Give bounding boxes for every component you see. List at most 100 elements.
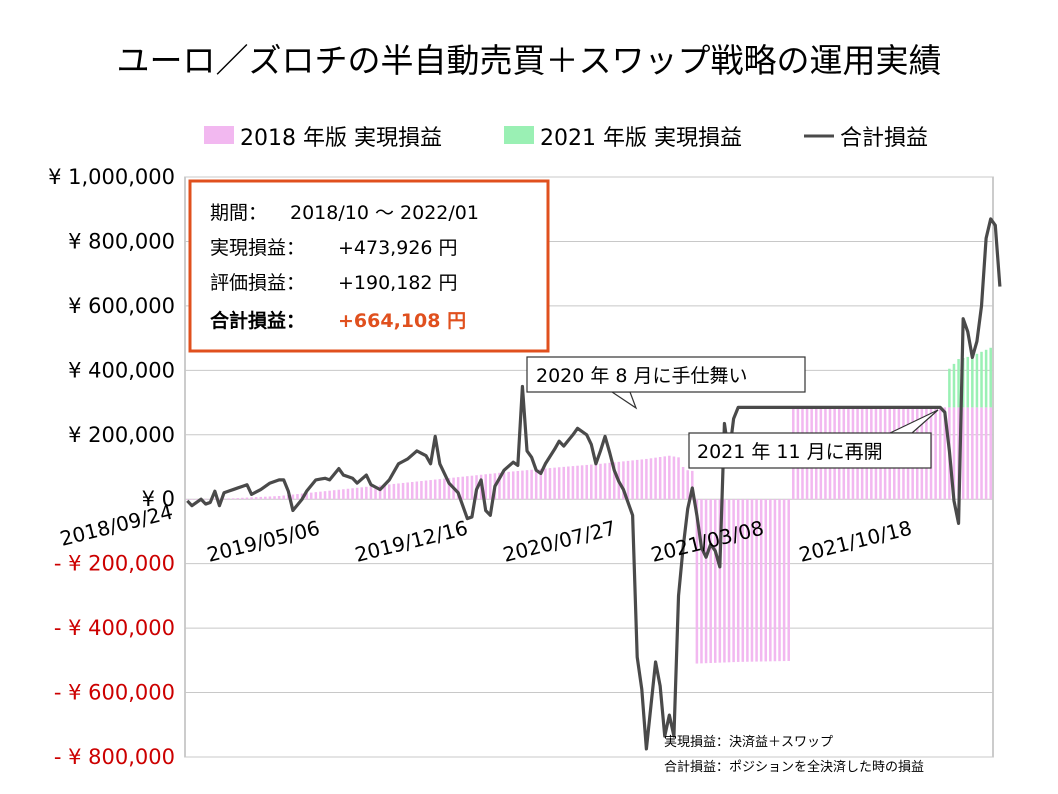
bar-2018	[502, 472, 506, 500]
bar-2021	[980, 351, 983, 408]
bar-2018	[397, 483, 400, 500]
bar-2018	[213, 498, 217, 500]
bar-2018	[332, 490, 336, 500]
note-total: 合計損益：ポジションを全決済した時の損益	[664, 759, 924, 775]
bar-2018	[231, 498, 235, 500]
bar-2018	[415, 481, 419, 500]
bar-2018	[383, 484, 386, 500]
bar-2018	[571, 466, 575, 500]
bar-2018	[695, 499, 699, 664]
bar-2018	[534, 469, 538, 500]
bar-2018	[241, 497, 244, 500]
bar-2018	[282, 495, 285, 500]
bar-2018	[516, 470, 520, 500]
bar-2018	[599, 463, 602, 500]
bar-2018	[727, 499, 731, 663]
bar-2021	[984, 349, 988, 408]
bar-2018	[218, 498, 221, 500]
realized-label: 実現損益：	[210, 237, 305, 259]
bar-2018	[268, 496, 272, 500]
bar-2018	[443, 478, 446, 500]
bar-2018	[530, 469, 533, 500]
bar-2018	[461, 476, 465, 500]
bar-2018	[360, 487, 364, 500]
bar-2018	[677, 457, 680, 500]
bar-2018	[429, 480, 432, 500]
bar-2018	[466, 476, 469, 500]
bar-2018	[378, 485, 382, 500]
bar-2018	[319, 491, 322, 500]
bar-2018	[511, 471, 515, 500]
bar-2018	[374, 485, 377, 500]
bar-2018	[388, 484, 391, 500]
bar-2018	[507, 471, 510, 500]
bar-2018	[649, 458, 653, 500]
bar-2018	[342, 489, 345, 500]
bar-2021	[975, 353, 979, 408]
note-realized: 実現損益：決済益＋スワップ	[664, 734, 833, 750]
bar-2021	[989, 347, 992, 408]
y-axis-ticks: ¥ 1,000,000 ¥ 800,000 ¥ 600,000 ¥ 400,000 ¥ …	[48, 165, 175, 769]
bar-2018	[759, 499, 763, 662]
bar-2018	[966, 407, 970, 500]
bar-2018	[562, 466, 566, 500]
bar-2018	[424, 480, 428, 500]
total-value: +664,108 円	[338, 310, 466, 332]
bar-2018	[585, 464, 588, 500]
bar-2021	[957, 359, 960, 408]
bar-2018	[635, 459, 639, 500]
bar-2018	[447, 478, 451, 500]
bar-2018	[943, 407, 947, 500]
bar-2018	[323, 491, 327, 500]
bar-2018	[277, 496, 281, 500]
bar-2018	[291, 494, 295, 500]
bar-2018	[773, 499, 777, 662]
bar-2018	[938, 407, 942, 500]
bar-2018	[539, 468, 543, 500]
y-tick-label: - ¥ 400,000	[54, 616, 175, 640]
bar-2018	[691, 470, 694, 500]
bar-2018	[406, 482, 409, 500]
bar-2018	[576, 465, 579, 500]
bar-2018	[934, 407, 937, 500]
summary-box-border	[188, 179, 550, 353]
bar-2018	[778, 499, 781, 662]
legend-swatch-2021	[504, 126, 534, 144]
bar-2018	[645, 458, 648, 500]
bar-2018	[351, 488, 354, 500]
y-tick-label: - ¥ 600,000	[54, 681, 175, 705]
bar-2018	[548, 468, 552, 500]
summary-box: 期間： 2018/10 〜 2022/01 実現損益： +473,926 円 評…	[188, 179, 550, 353]
bar-2018	[222, 498, 226, 500]
bar-2018	[553, 467, 556, 500]
total-label: 合計損益：	[210, 309, 305, 332]
bar-2018	[420, 481, 423, 500]
bar-2018	[626, 460, 630, 500]
bar-2018	[658, 457, 662, 500]
bar-2021	[952, 363, 956, 408]
bar-2018	[557, 467, 561, 500]
bar-2018	[296, 494, 299, 500]
bar-2018	[681, 467, 685, 500]
legend-label-total: 合計損益	[840, 126, 928, 151]
legend: 2018 年版 実現損益 2021 年版 実現損益 合計損益	[204, 126, 928, 151]
bar-2018	[782, 499, 786, 662]
bar-2018	[264, 496, 267, 500]
bar-2018	[704, 499, 708, 664]
y-tick-label: ¥ 0	[142, 487, 175, 511]
bar-2018	[346, 488, 350, 500]
callout-restart-text: 2021 年 11 月に再開	[697, 441, 883, 463]
bar-2018	[750, 499, 754, 662]
bar-2018	[259, 496, 263, 500]
bar-2018	[314, 492, 318, 500]
legend-swatch-2018	[204, 126, 234, 144]
y-tick-label: ¥ 600,000	[68, 294, 175, 318]
unrealized-value: +190,182 円	[338, 272, 458, 294]
bar-2018	[525, 470, 529, 500]
y-tick-label: ¥ 400,000	[68, 358, 175, 382]
bar-2018	[544, 468, 547, 500]
callout-restart-box	[688, 432, 932, 469]
bar-2021	[948, 368, 951, 408]
realized-value: +473,926 円	[338, 237, 458, 259]
